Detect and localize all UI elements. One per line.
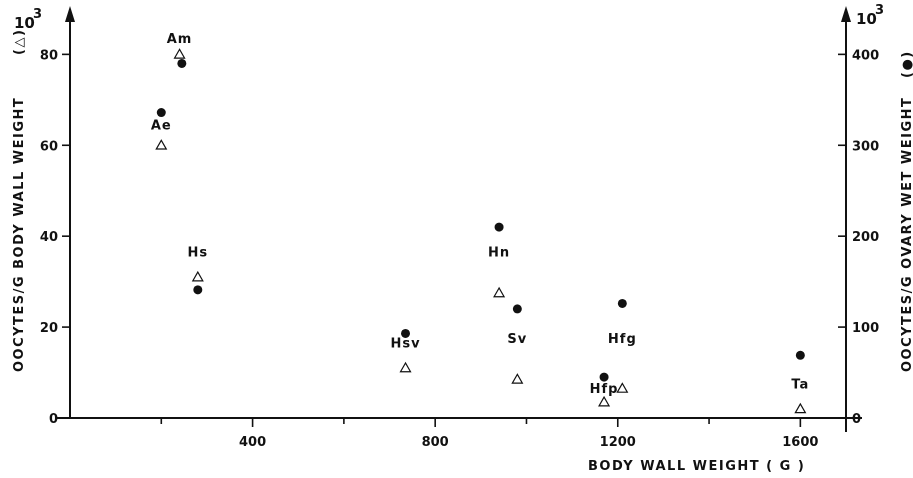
triangle-point <box>511 373 524 384</box>
y-right-axis-title: OOCYTES/G OVARY WET WEIGHT <box>900 97 913 372</box>
x-tick-label: 1600 <box>782 435 818 450</box>
point-label: Ae <box>151 118 172 133</box>
y-right-axis-symbol: (●) <box>900 50 913 78</box>
triangle-point <box>155 139 168 150</box>
triangle-point <box>191 270 204 282</box>
y-right-tick-label: 0 <box>852 412 861 427</box>
dot-point <box>156 108 166 118</box>
data-points <box>155 48 807 414</box>
y-left-tick-label: 0 <box>49 412 58 427</box>
triangle-point <box>493 286 506 298</box>
dot-point <box>177 58 187 68</box>
triangle-point <box>173 48 186 59</box>
y-left-multiplier: 10 <box>14 14 35 32</box>
point-label: Hfp <box>590 382 619 397</box>
x-tick-label: 400 <box>239 435 266 450</box>
triangle-point <box>794 402 807 414</box>
dot-point <box>599 372 609 382</box>
dot-point <box>795 350 805 360</box>
point-labels: Am Ae Hs Hsv Hn Sv Hfg Hfp Ta <box>151 32 809 397</box>
y-right-tick-label: 200 <box>852 230 879 245</box>
y-right-multiplier: 10 <box>856 10 877 28</box>
triangle-point <box>598 395 611 407</box>
point-label: Am <box>167 32 193 47</box>
y-axis-left-arrow <box>65 6 75 22</box>
dot-point <box>617 298 627 308</box>
point-label: Hn <box>488 246 510 261</box>
y-left-axis-title: OOCYTES/G BODY WALL WEIGHT <box>12 97 27 372</box>
y-right-tick-label: 400 <box>852 48 879 63</box>
x-tick-label: 800 <box>422 435 449 450</box>
dot-point <box>494 222 504 232</box>
point-label: Hs <box>187 246 208 261</box>
point-label: Sv <box>507 332 527 347</box>
triangle-point <box>399 361 412 373</box>
y-left-multiplier-exponent: 3 <box>33 7 42 22</box>
y-right-multiplier-exponent: 3 <box>875 3 884 18</box>
dot-point <box>193 285 203 295</box>
dot-point <box>401 328 411 338</box>
x-tick-label: 1200 <box>600 435 636 450</box>
y-left-axis-symbol: (△) <box>12 29 27 55</box>
y-left-tick-label: 40 <box>40 230 58 245</box>
y-right-tick-label: 300 <box>852 139 879 154</box>
point-label: Ta <box>791 377 809 392</box>
y-left-tick-label: 80 <box>40 48 58 63</box>
triangle-point <box>616 382 629 393</box>
y-left-tick-label: 20 <box>40 321 58 336</box>
tick-marks <box>62 53 846 427</box>
dot-point <box>512 304 522 314</box>
point-label: Hfg <box>608 332 637 347</box>
y-left-tick-label: 60 <box>40 139 58 154</box>
point-label: Hsv <box>390 337 420 352</box>
y-right-tick-label: 100 <box>852 321 879 336</box>
x-axis-title: BODY WALL WEIGHT ( G ) <box>588 459 805 474</box>
y-axis-right-arrow <box>841 6 851 22</box>
